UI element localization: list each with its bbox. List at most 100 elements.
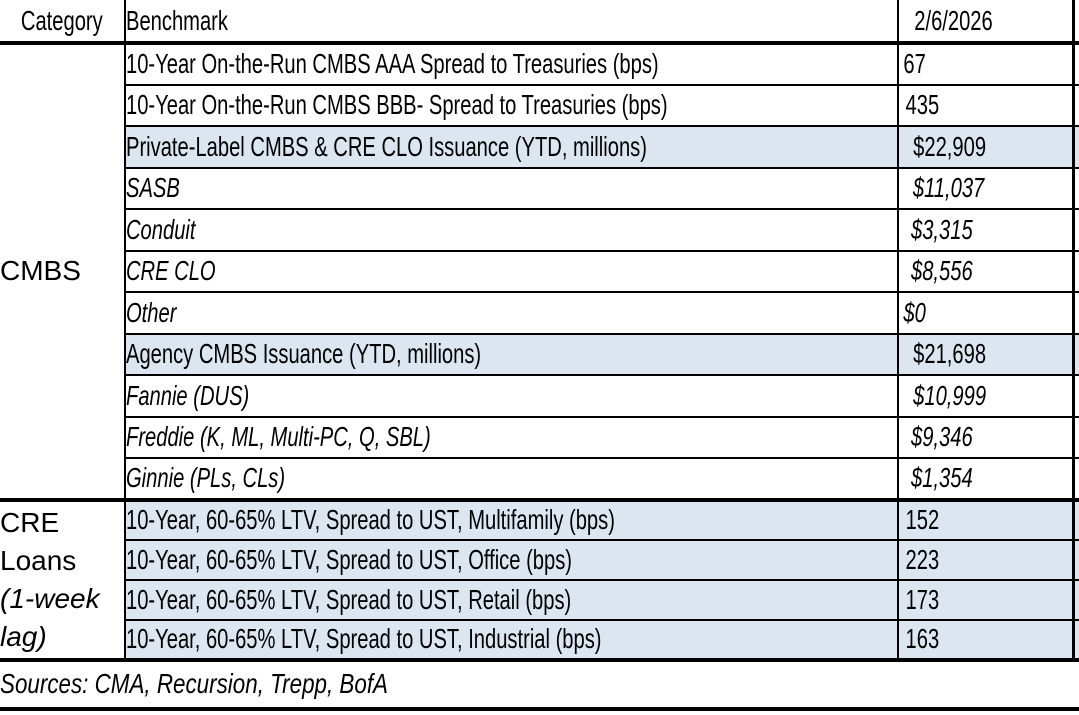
header-benchmark-label: Benchmark <box>126 4 228 36</box>
value-cell: 173 <box>897 578 1074 621</box>
cutoff-cell <box>1071 578 1079 621</box>
value-label: $0 <box>903 296 926 328</box>
table-row: CMBS 10-Year On-the-Run CMBS AAA Spread … <box>0 42 1079 502</box>
value-cell: 152 <box>897 498 1074 541</box>
value-cell: $10,999 <box>897 374 1074 418</box>
value-label: 223 <box>905 543 940 575</box>
value-cell: 163 <box>897 618 1074 662</box>
cutoff-cell <box>1071 374 1079 418</box>
cutoff-cell <box>1071 332 1079 376</box>
value-cell: $3,315 <box>897 208 1074 252</box>
cutoff-cell <box>1071 457 1079 502</box>
table-row-sub-item: Ginnie (PLs, CLs) $1,354 <box>0 457 1079 502</box>
benchmark-cell: Freddie (K, ML, Multi-PC, Q, SBL) <box>124 415 899 459</box>
header-category: Category <box>0 0 126 45</box>
value-label: $11,037 <box>912 172 985 204</box>
benchmark-label: SASB <box>126 172 180 204</box>
benchmark-label: Fannie (DUS) <box>126 379 250 411</box>
cutoff-cell <box>1071 618 1079 662</box>
value-label: $8,556 <box>910 255 973 287</box>
header-date: 2/6/2026 <box>897 0 1074 45</box>
header-benchmark: Benchmark <box>124 0 899 45</box>
benchmark-cell: Conduit <box>124 208 899 252</box>
header-row: Category Benchmark 2/6/2026 <box>0 0 1079 45</box>
cutoff-cell <box>1071 83 1079 127</box>
value-cell: $22,909 <box>897 125 1074 169</box>
value-label: $21,698 <box>913 338 987 370</box>
header-category-label: Category <box>21 4 103 36</box>
category-label: CMBS <box>0 255 81 287</box>
table-row-sub-item: Freddie (K, ML, Multi-PC, Q, SBL) $9,346 <box>0 415 1079 459</box>
table-row: 10-Year On-the-Run CMBS BBB- Spread to T… <box>0 83 1079 127</box>
category-label: lag) <box>0 620 47 652</box>
benchmark-label: Agency CMBS Issuance (YTD, millions) <box>126 338 482 370</box>
value-cell: 435 <box>897 83 1074 127</box>
table-row-highlight: CRE Loans (1-week lag) 10-Year, 60-65% L… <box>0 498 1079 662</box>
cutoff-cell <box>1071 415 1079 459</box>
benchmark-label: Ginnie (PLs, CLs) <box>126 462 286 494</box>
cutoff-cell <box>1071 538 1079 581</box>
value-label: 435 <box>905 89 940 121</box>
category-cell-cre-loans: CRE Loans (1-week lag) <box>0 498 126 662</box>
header-cutoff-cell <box>1071 0 1079 45</box>
value-cell: $8,556 <box>897 249 1074 293</box>
benchmark-label: CRE CLO <box>126 255 216 287</box>
sources-row: Sources: CMA, Recursion, Trepp, BofA <box>0 659 1079 711</box>
benchmark-cell: 10-Year, 60-65% LTV, Spread to UST, Reta… <box>124 578 899 621</box>
value-cell: $1,354 <box>897 457 1074 502</box>
benchmark-cell: Fannie (DUS) <box>124 374 899 418</box>
benchmark-cell: CRE CLO <box>124 249 899 293</box>
table-row-highlight: 10-Year, 60-65% LTV, Spread to UST, Reta… <box>0 578 1079 621</box>
table-row-sub-item: CRE CLO $8,556 <box>0 249 1079 293</box>
value-cell: $9,346 <box>897 415 1074 459</box>
benchmark-label: Conduit <box>126 213 196 245</box>
category-cell-cmbs: CMBS <box>0 42 126 502</box>
table-row-highlight: 10-Year, 60-65% LTV, Spread to UST, Indu… <box>0 618 1079 662</box>
table-row-sub-item: SASB $11,037 <box>0 166 1079 210</box>
value-label: $9,346 <box>910 421 973 453</box>
value-cell: 67 <box>897 42 1074 86</box>
value-label: $22,909 <box>913 130 987 162</box>
cutoff-cell <box>1071 498 1079 541</box>
value-cell: $11,037 <box>897 166 1074 210</box>
table-row-sub-item: Conduit $3,315 <box>0 208 1079 252</box>
benchmark-cell: 10-Year On-the-Run CMBS BBB- Spread to T… <box>124 83 899 127</box>
table-row-section-header: Private-Label CMBS & CRE CLO Issuance (Y… <box>0 125 1079 169</box>
value-label: $1,354 <box>910 462 973 494</box>
cutoff-cell <box>1071 166 1079 210</box>
benchmark-cell: Other <box>124 291 899 335</box>
category-label: Loans <box>0 544 77 576</box>
benchmark-cell: SASB <box>124 166 899 210</box>
category-label: (1-week <box>0 582 100 614</box>
value-cell: 223 <box>897 538 1074 581</box>
value-label: 163 <box>905 623 940 654</box>
sources-text: Sources: CMA, Recursion, Trepp, BofA <box>0 668 388 699</box>
cutoff-cell <box>1071 249 1079 293</box>
value-cell: $21,698 <box>897 332 1074 376</box>
value-label: 152 <box>905 504 940 535</box>
table-row-highlight: 10-Year, 60-65% LTV, Spread to UST, Offi… <box>0 538 1079 581</box>
sources-cell: Sources: CMA, Recursion, Trepp, BofA <box>0 659 1079 711</box>
benchmark-cell: Private-Label CMBS & CRE CLO Issuance (Y… <box>124 125 899 169</box>
value-cell: $0 <box>897 291 1074 335</box>
cutoff-cell <box>1071 125 1079 169</box>
benchmark-label: 10-Year, 60-65% LTV, Spread to UST, Offi… <box>126 543 573 575</box>
benchmark-cell: Agency CMBS Issuance (YTD, millions) <box>124 332 899 376</box>
table-row-sub-item: Other $0 <box>0 291 1079 335</box>
benchmark-label: 10-Year, 60-65% LTV, Spread to UST, Mult… <box>126 504 615 535</box>
benchmark-label: 10-Year, 60-65% LTV, Spread to UST, Reta… <box>126 583 572 615</box>
category-label: CRE <box>0 506 60 538</box>
benchmark-cell: 10-Year On-the-Run CMBS AAA Spread to Tr… <box>124 42 899 86</box>
benchmark-cell: 10-Year, 60-65% LTV, Spread to UST, Mult… <box>124 498 899 541</box>
benchmark-cell: 10-Year, 60-65% LTV, Spread to UST, Offi… <box>124 538 899 581</box>
benchmark-label: Freddie (K, ML, Multi-PC, Q, SBL) <box>126 421 431 453</box>
header-date-label: 2/6/2026 <box>914 4 993 36</box>
benchmark-label: 10-Year On-the-Run CMBS AAA Spread to Tr… <box>126 48 659 80</box>
cutoff-cell <box>1071 42 1079 86</box>
benchmark-label: Private-Label CMBS & CRE CLO Issuance (Y… <box>126 130 647 162</box>
value-label: 67 <box>903 48 926 80</box>
benchmark-cell: 10-Year, 60-65% LTV, Spread to UST, Indu… <box>124 618 899 662</box>
value-label: $3,315 <box>910 213 973 245</box>
